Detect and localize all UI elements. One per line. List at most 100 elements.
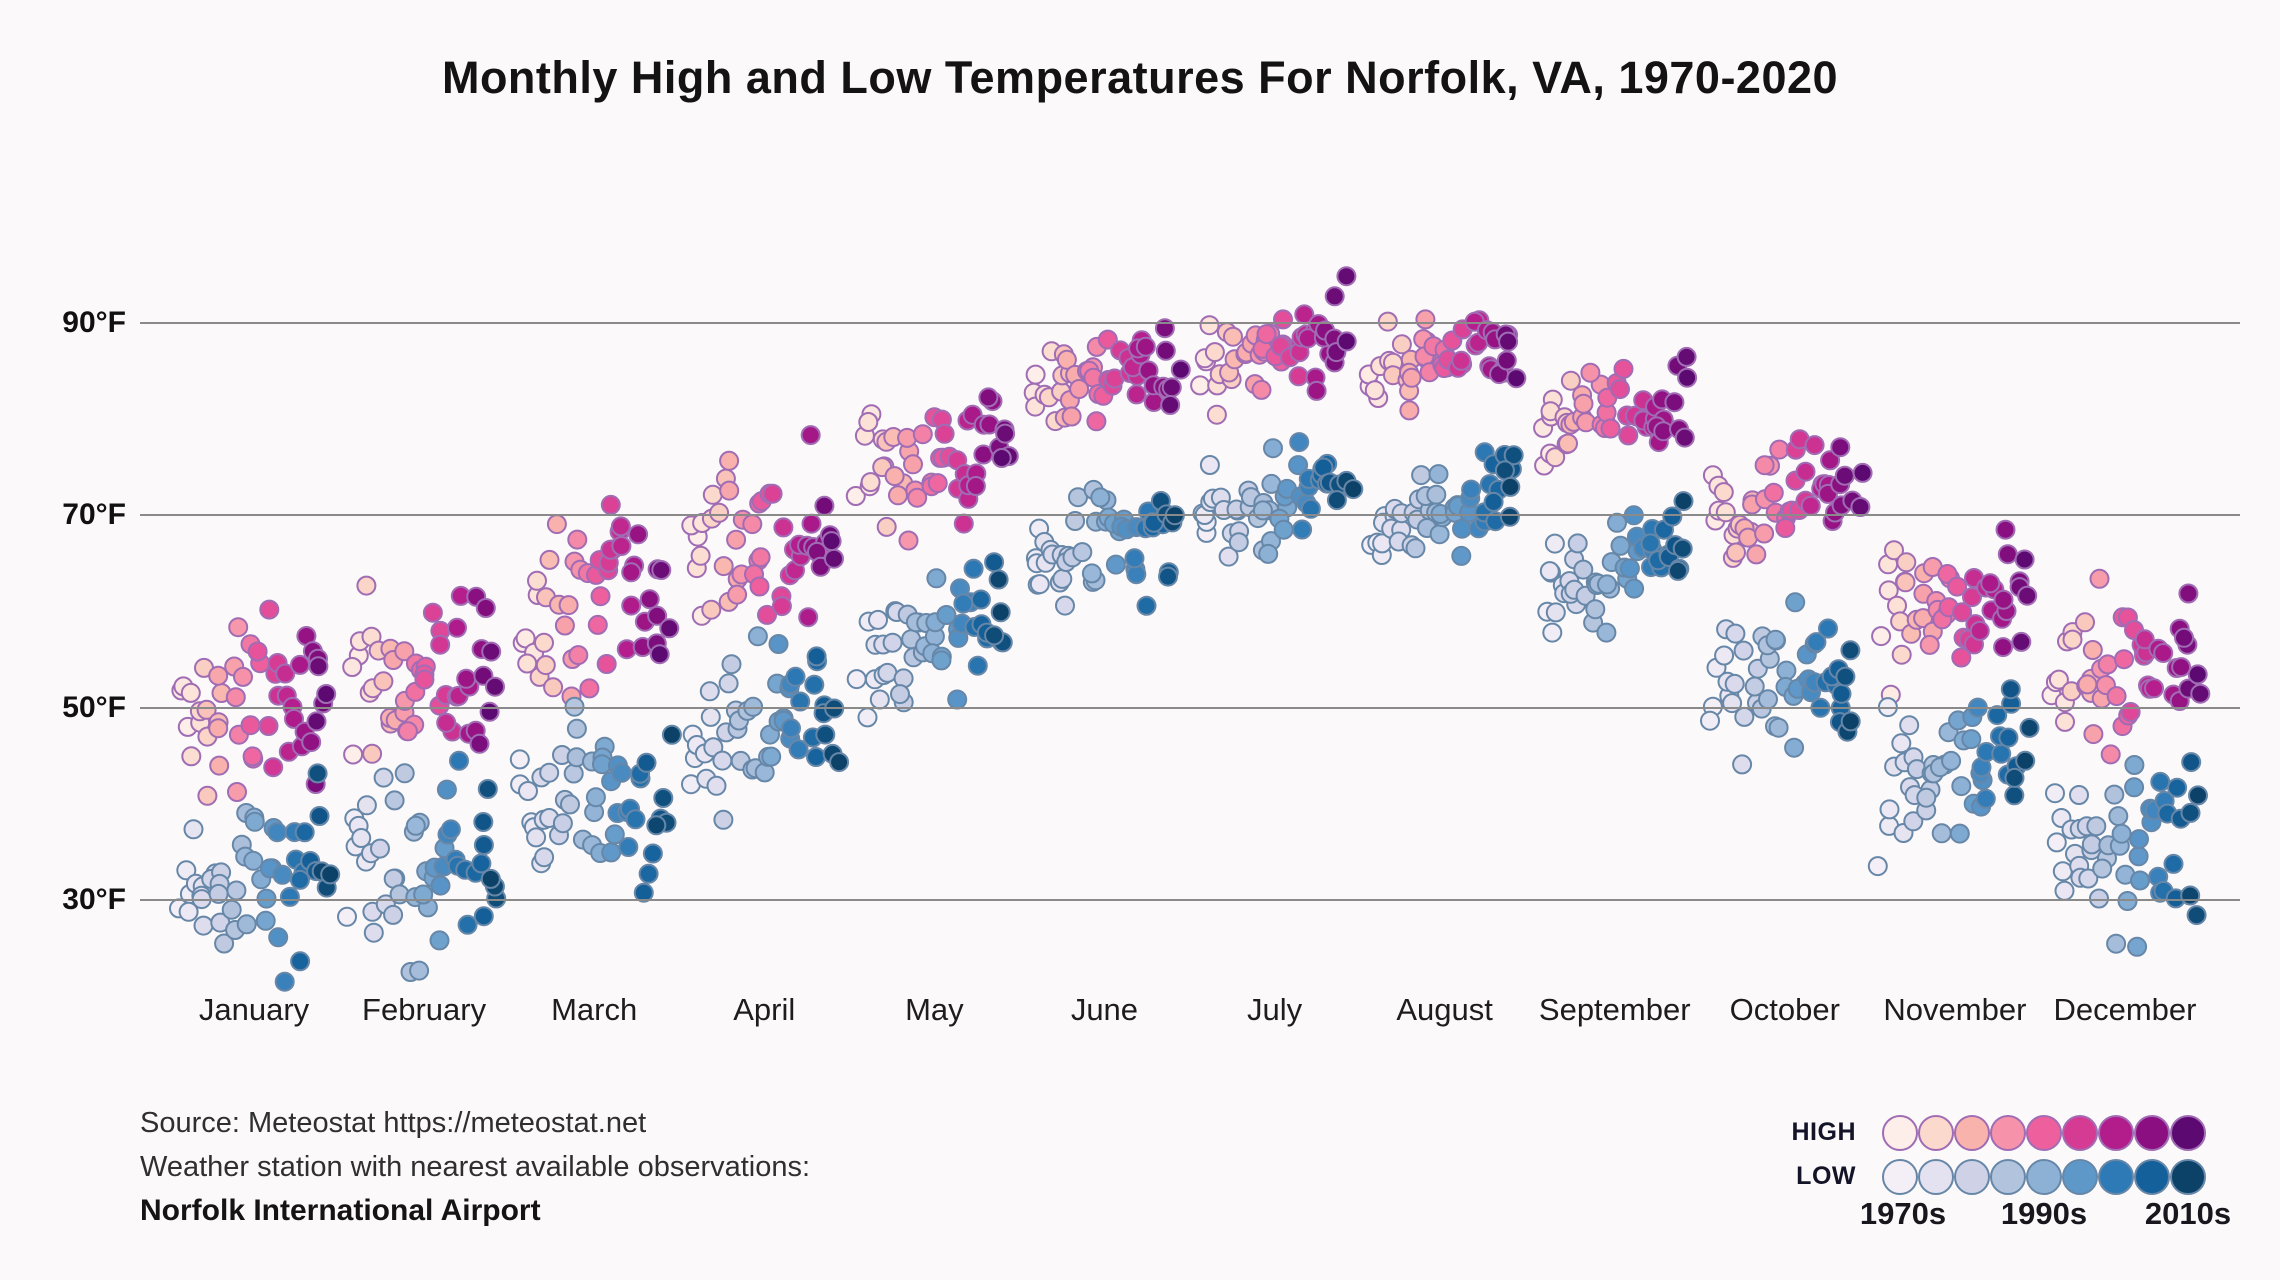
data-point-high-january-1988: [228, 617, 249, 638]
data-point-high-november-1980: [1895, 572, 1916, 593]
data-point-high-march-1975: [527, 570, 547, 591]
data-point-high-november-1999: [1952, 602, 1973, 623]
y-axis-tick-label: 70°F: [62, 498, 126, 531]
data-point-high-june-2011: [1135, 336, 1156, 357]
data-point-low-september-1984: [1567, 533, 1588, 554]
gridline-50f: [140, 706, 2240, 709]
data-point-low-october-1978: [1732, 754, 1753, 775]
legend-decade-2010s: 2010s: [2144, 1196, 2232, 1231]
data-point-low-august-2019: [1499, 506, 1520, 527]
data-point-low-april-2017: [815, 724, 836, 745]
data-point-low-february-2017: [477, 779, 498, 799]
data-point-high-october-2010: [1820, 450, 1841, 471]
data-point-high-march-1993: [579, 678, 600, 699]
x-axis-month-label: September: [1538, 992, 1691, 1027]
data-point-low-september-2020: [1673, 491, 1694, 512]
legend-low-swatches: [1882, 1159, 2206, 1195]
data-point-high-january-2018: [308, 656, 329, 677]
data-point-low-september-2018: [1672, 538, 1693, 559]
data-point-low-march-1989: [566, 718, 587, 739]
legend-decade-1990s: 1990s: [2000, 1196, 2088, 1231]
data-point-high-june-1983: [1056, 349, 1077, 370]
x-axis-month-label: October: [1729, 992, 1840, 1027]
legend-swatch-low: [1918, 1159, 1954, 1195]
legend-high-label: HIGH: [1791, 1118, 1856, 1146]
data-point-high-october-1976: [1713, 482, 1734, 503]
data-point-high-november-2019: [2011, 631, 2032, 652]
data-point-low-october-1996: [1784, 737, 1805, 758]
data-point-low-january-1972: [176, 860, 197, 881]
data-point-low-december-2017: [2180, 802, 2201, 823]
data-point-high-august-1978: [1391, 334, 1412, 355]
data-point-high-december-2020: [2187, 664, 2208, 685]
data-point-high-december-1992: [2106, 686, 2127, 707]
data-point-high-november-1975: [1884, 540, 1904, 561]
data-point-low-april-1978: [699, 681, 720, 702]
data-point-high-february-1977: [356, 575, 377, 596]
data-point-high-may-1983: [884, 466, 905, 487]
data-point-high-january-1999: [258, 716, 279, 736]
data-point-high-march-2019: [659, 618, 680, 639]
data-point-low-october-2008: [1818, 618, 1838, 639]
data-point-low-january-2012: [294, 822, 315, 843]
data-point-high-june-2006: [1126, 384, 1147, 405]
data-point-low-august-2001: [1451, 545, 1472, 566]
data-point-high-april-2000: [762, 483, 783, 504]
data-point-low-june-1987: [1072, 542, 1093, 563]
data-point-low-april-1997: [761, 746, 782, 767]
data-point-high-december-1994: [2114, 649, 2134, 670]
legend-high-swatches: [1882, 1115, 2206, 1151]
data-point-high-april-2010: [800, 425, 821, 446]
data-point-high-september-1989: [1580, 362, 1601, 383]
data-point-low-february-1981: [373, 767, 394, 788]
data-point-low-february-2010: [457, 914, 478, 935]
data-point-low-may-1975: [869, 689, 890, 710]
data-point-high-july-1994: [1256, 324, 1277, 345]
data-point-high-december-1987: [2089, 568, 2110, 589]
data-point-high-march-2008: [621, 595, 642, 616]
data-point-low-january-2017: [307, 763, 328, 784]
x-axis-month-label: June: [1070, 992, 1139, 1027]
data-point-low-may-1985: [890, 684, 910, 705]
data-point-low-december-1977: [2069, 785, 2089, 805]
data-point-high-november-2018: [2017, 585, 2038, 606]
data-point-low-february-1976: [356, 795, 377, 816]
data-point-low-july-1985: [1228, 532, 1249, 553]
data-point-high-november-1976: [1891, 644, 1912, 665]
data-point-high-july-1976: [1204, 342, 1225, 363]
data-point-low-april-1985: [721, 654, 742, 675]
data-point-low-july-1977: [1218, 546, 1239, 567]
source-station-name: Norfolk International Airport: [140, 1194, 541, 1227]
data-point-high-march-1978: [535, 655, 556, 676]
data-point-high-september-2018: [1674, 427, 1695, 448]
data-point-low-may-1999: [931, 650, 952, 671]
data-point-low-march-1980: [534, 847, 555, 868]
data-point-low-june-1995: [1090, 487, 1111, 508]
data-point-low-may-2009: [967, 655, 988, 676]
data-point-high-february-2000: [422, 602, 443, 623]
data-point-low-october-1973: [1714, 645, 1735, 666]
data-point-high-january-2002: [263, 757, 284, 778]
data-point-high-january-1989: [233, 666, 253, 687]
data-point-low-september-2019: [1668, 560, 1688, 581]
data-point-low-june-2001: [1105, 554, 1126, 575]
data-point-high-may-1975: [860, 472, 881, 493]
data-point-low-july-1974: [1199, 455, 1220, 475]
x-axis-month-label: February: [362, 992, 487, 1027]
data-point-low-october-1992: [1768, 717, 1789, 738]
data-point-low-september-2014: [1662, 506, 1683, 527]
data-point-low-august-2020: [1500, 476, 1521, 497]
gridline-70f: [140, 514, 2240, 516]
data-point-low-december-1971: [2045, 783, 2065, 804]
data-point-low-september-1994: [1597, 574, 1617, 595]
data-point-high-october-2003: [1804, 435, 1825, 456]
data-point-high-november-2020: [2014, 549, 2035, 570]
data-point-high-november-2006: [1969, 620, 1990, 641]
legend-swatch-high: [2134, 1115, 2170, 1151]
data-point-low-january-2013: [290, 951, 311, 972]
data-point-high-may-1986: [903, 454, 923, 475]
data-point-low-july-2007: [1292, 519, 1313, 540]
data-point-high-july-2018: [1324, 286, 1345, 307]
